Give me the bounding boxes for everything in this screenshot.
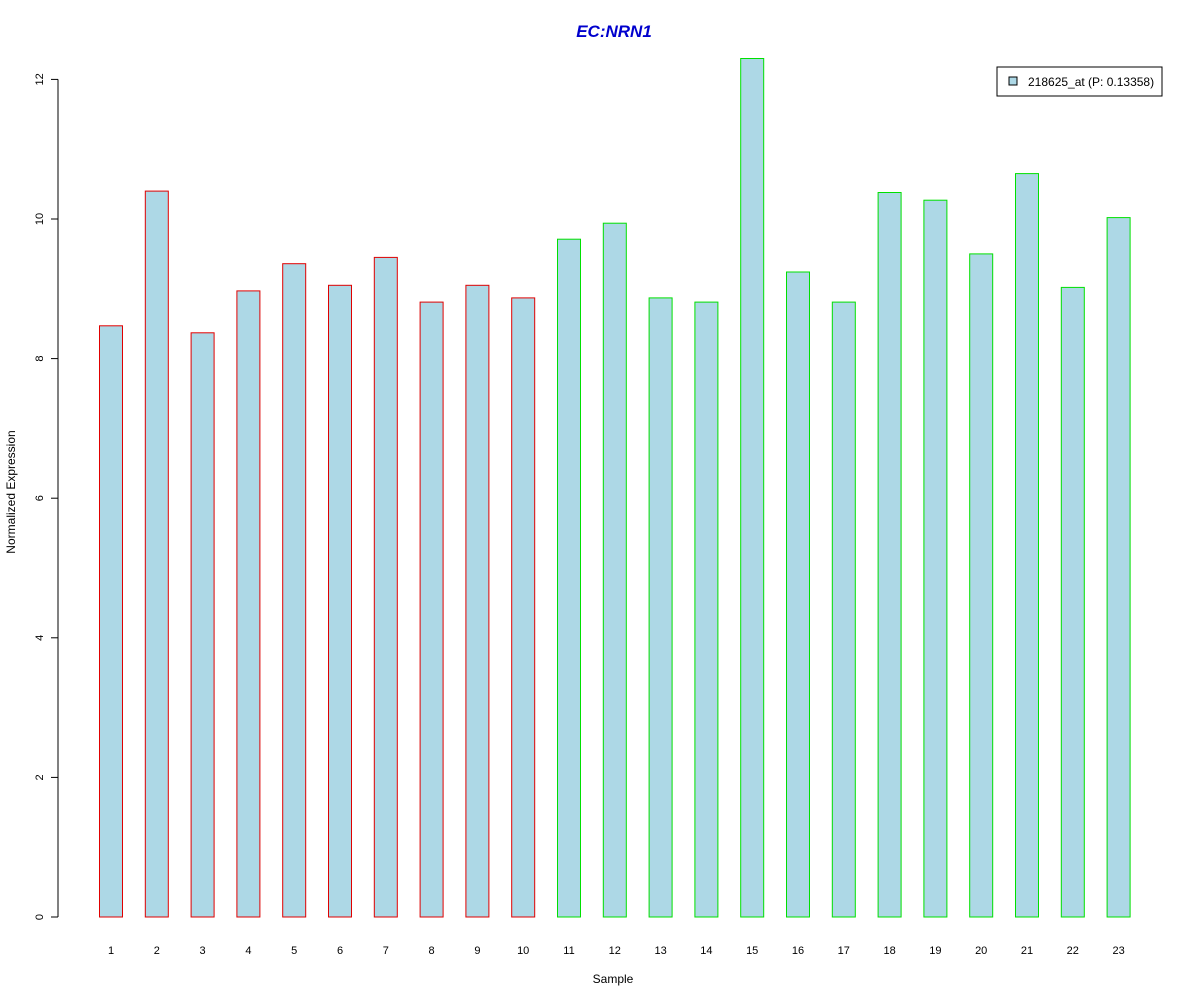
bar-sample-15 [740,58,765,918]
bar-sample-1 [99,325,123,918]
bar-sample-8 [419,301,444,918]
legend-label: 218625_at (P: 0.13358) [1028,75,1154,89]
x-tick-label: 14 [700,945,712,957]
bar-sample-4 [236,290,261,918]
x-axis-title: Sample [593,972,634,986]
y-tick-label: 0 [34,914,46,920]
bar-sample-5 [282,263,307,918]
y-tick-label: 8 [34,356,46,362]
bar-sample-3 [190,332,215,918]
legend-swatch [1008,76,1018,86]
x-tick-label: 23 [1112,945,1124,957]
bar-sample-17 [831,301,856,918]
x-tick-label: 12 [609,945,621,957]
x-tick-label: 20 [975,945,987,957]
bar-sample-22 [1060,286,1085,918]
x-tick-label: 7 [383,945,389,957]
x-tick-label: 4 [245,945,251,957]
x-tick-label: 9 [474,945,480,957]
bar-sample-2 [144,190,169,918]
bar-sample-18 [877,192,902,918]
y-axis: 0 2 4 6 8 10 12 [34,73,59,920]
x-tick-label: 21 [1021,945,1033,957]
x-tick-label: 5 [291,945,297,957]
x-tick-label: 13 [654,945,666,957]
y-tick-label: 4 [34,635,46,641]
bar-sample-20 [969,253,994,918]
x-tick-label: 10 [517,945,529,957]
x-tick-label: 11 [563,945,574,957]
bar-sample-11 [557,238,581,918]
y-tick-label: 6 [34,495,46,501]
x-tick-label: 6 [337,945,343,957]
bar-sample-23 [1106,217,1131,918]
y-tick-label: 12 [34,73,46,85]
y-tick-label: 2 [34,774,46,780]
bar-sample-14 [694,301,719,918]
x-tick-label: 19 [929,945,941,957]
bar-sample-21 [1015,173,1039,918]
bar-sample-10 [511,297,536,918]
y-tick-label: 10 [34,213,46,225]
legend: 218625_at (P: 0.13358) [996,66,1163,97]
x-tick-label: 22 [1067,945,1079,957]
x-tick-label: 15 [746,945,758,957]
y-axis-title: Normalized Expression [4,430,18,553]
bar-sample-7 [373,256,398,918]
x-tick-label: 18 [883,945,895,957]
bar-sample-19 [923,199,948,918]
x-tick-label: 8 [429,945,435,957]
x-tick-label: 16 [792,945,804,957]
x-tick-label: 2 [154,945,160,957]
x-tick-label: 17 [838,945,850,957]
bar-sample-9 [465,284,490,918]
bar-sample-13 [648,297,673,918]
legend-box [996,66,1163,97]
bar-sample-12 [602,222,627,918]
bar-sample-16 [786,271,810,918]
x-tick-labels: 1 2 3 4 5 6 7 8 9 10 11 12 13 14 15 16 17 18 19 20 21 22 23 [108,945,1125,957]
chart-title: EC:NRN1 [576,22,652,41]
x-tick-label: 3 [200,945,206,957]
x-tick-label: 1 [108,945,114,957]
bars-group [99,58,1131,918]
bar-sample-6 [328,284,352,918]
